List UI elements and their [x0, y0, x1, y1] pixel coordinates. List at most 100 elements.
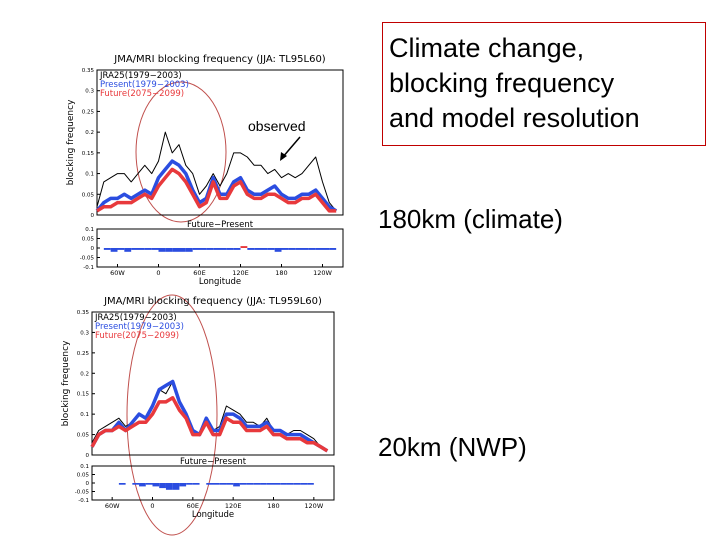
diff-bar — [247, 248, 255, 250]
x-tick-label: 60E — [187, 502, 199, 510]
diff-bar — [117, 248, 125, 250]
series-line — [90, 396, 329, 453]
diff-bar — [185, 248, 193, 252]
diff-bar — [302, 248, 309, 250]
diff-bar — [295, 248, 302, 250]
diff-bar — [293, 483, 301, 485]
diff-bar — [286, 483, 294, 485]
diff-bar — [274, 248, 282, 252]
diff-bar — [145, 483, 153, 485]
diff-bar — [329, 248, 337, 250]
x-tick-label: 120W — [304, 502, 323, 510]
diff-bar — [179, 248, 186, 252]
diff-bar — [233, 483, 240, 487]
diff-bar — [192, 248, 200, 250]
diff-bar — [206, 248, 214, 250]
diff-bar — [186, 483, 193, 485]
diff-bar — [158, 248, 166, 252]
diff-bar — [213, 483, 220, 485]
y-tick-label: 0.25 — [77, 351, 90, 357]
diff-bar — [165, 248, 173, 252]
x-tick-label: 180 — [267, 502, 279, 510]
diff-bar — [124, 248, 132, 252]
y-tick-label: -0.1 — [78, 498, 89, 504]
diff-bar — [165, 483, 173, 490]
title-line: Climate change, — [389, 33, 585, 63]
chart-title: JMA/MRI blocking frequency (JJA: TL95L60… — [113, 54, 326, 65]
y-tick-label: 0.05 — [82, 192, 95, 198]
diff-bar — [152, 483, 160, 487]
diff-bar — [266, 483, 274, 485]
y-tick-label: 0 — [86, 453, 90, 459]
x-tick-label: 0 — [156, 269, 160, 277]
diff-bar — [179, 483, 187, 487]
y-tick-label: 0 — [91, 246, 95, 252]
series-line — [90, 379, 329, 453]
y-tick-label: 0.2 — [85, 130, 94, 136]
diff-bar — [240, 246, 248, 248]
charts: observed 0 0.05 0.1 0.15 0.2 0.25 0.3 0.35 block… — [61, 54, 344, 536]
legend-entry: Future(2075−2099) — [100, 89, 184, 99]
diff-bar — [260, 483, 267, 485]
diff-bar — [288, 248, 296, 250]
diff-bar — [172, 483, 180, 490]
diff-bar — [206, 483, 213, 485]
legend-entry: Present(1979−2003) — [100, 80, 189, 90]
diff-bar — [307, 483, 314, 485]
diff-bar — [273, 483, 281, 485]
highlight-ellipse — [126, 294, 218, 536]
diff-bar — [144, 248, 152, 250]
y-tick-label: 0.05 — [77, 473, 90, 479]
y-tick-label: 0.2 — [80, 371, 89, 377]
diff-bar — [267, 248, 275, 250]
resolution-label: 180km (climate) — [378, 204, 563, 234]
panel-title: Future−Present — [187, 220, 254, 230]
diff-bar — [315, 248, 323, 250]
plot-frame — [91, 311, 335, 456]
diff-bar — [213, 248, 220, 250]
diff-bar — [103, 248, 111, 250]
diff-bar — [118, 483, 126, 485]
diff-bar — [199, 248, 207, 250]
y-axis-label: blocking frequency — [61, 340, 71, 426]
plot-frame — [96, 69, 344, 216]
diff-bar — [139, 483, 146, 487]
diff-bar — [280, 483, 287, 485]
x-tick-label: 180 — [275, 269, 287, 277]
diff-bar — [138, 248, 145, 250]
y-tick-label: 0 — [86, 481, 90, 487]
y-axis-label: blocking frequency — [66, 99, 76, 185]
highlight-ellipse — [135, 81, 227, 223]
x-tick-label: 60W — [105, 502, 120, 510]
diff-bar — [261, 248, 268, 250]
diff-bar — [226, 483, 234, 485]
diff-bar — [219, 483, 227, 485]
chart-title: JMA/MRI blocking frequency (JJA: TL959L6… — [103, 296, 322, 307]
y-tick-label: -0.05 — [75, 490, 90, 496]
resolution-label: 20km (NWP) — [378, 432, 527, 462]
legend-entry: JRA25(1979−2003) — [94, 313, 177, 323]
diff-bar — [300, 483, 308, 485]
x-tick-label: 120E — [225, 502, 242, 510]
diff-bar — [254, 248, 261, 250]
y-tick-label: 0.1 — [85, 227, 94, 233]
series-line — [96, 131, 337, 212]
diff-bar — [253, 483, 261, 485]
diff-bar — [172, 248, 179, 252]
diff-bar — [233, 248, 241, 250]
title-line: and model resolution — [389, 103, 640, 133]
diff-bar — [281, 248, 289, 250]
series-line — [96, 167, 337, 213]
y-tick-label: -0.05 — [80, 256, 95, 262]
x-tick-label: 120W — [313, 269, 332, 277]
y-tick-label: 0.25 — [82, 109, 95, 115]
observed-arrowhead — [280, 152, 287, 161]
diff-bar — [159, 483, 166, 489]
diff-bar — [239, 483, 247, 485]
y-tick-label: 0.1 — [80, 412, 89, 418]
y-tick-label: 0.15 — [77, 392, 90, 398]
y-tick-label: 0.05 — [82, 237, 95, 243]
diff-bar — [226, 248, 234, 250]
x-tick-label: 120E — [232, 269, 249, 277]
